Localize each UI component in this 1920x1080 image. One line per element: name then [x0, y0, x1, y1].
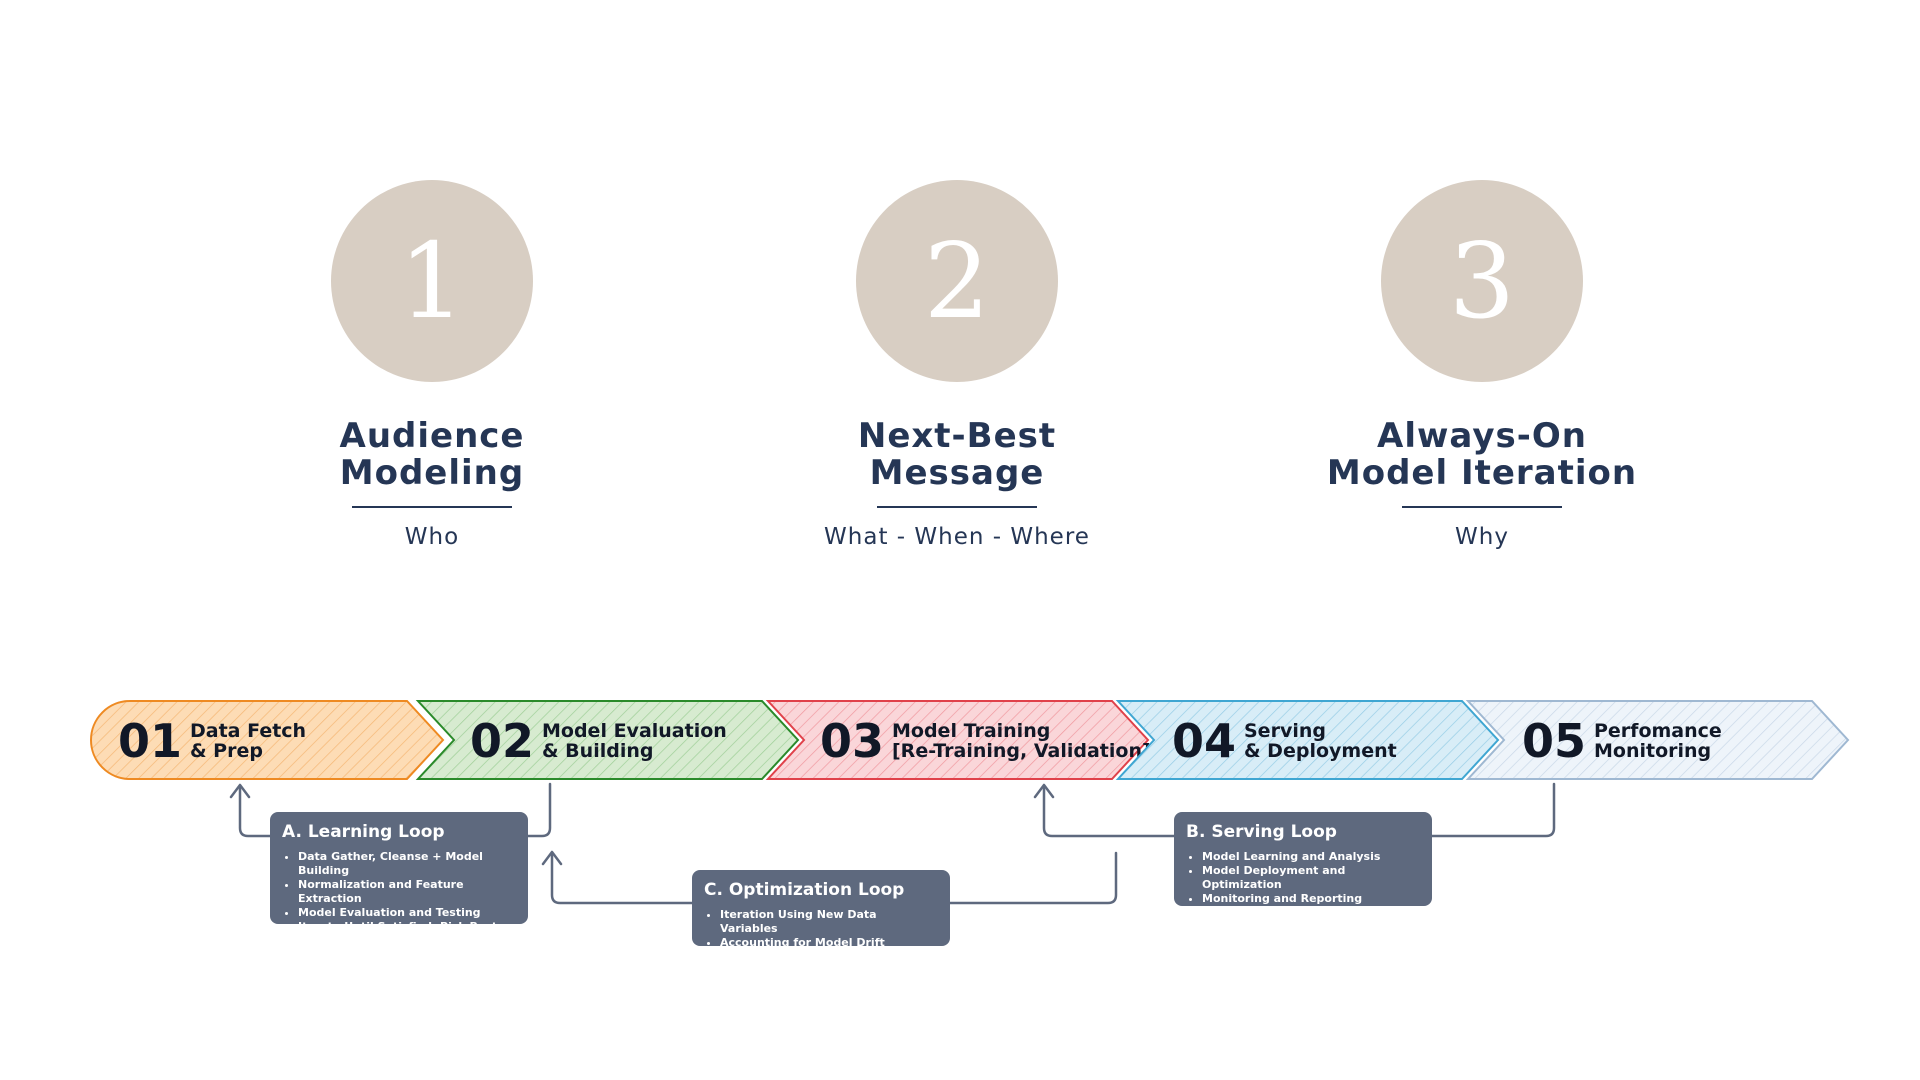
- step-label-line2: [Re-Training, Validation]: [892, 740, 1151, 762]
- arrowhead-icon: [229, 783, 251, 799]
- title-underline: [1402, 506, 1562, 508]
- pillar-title: Next-Best Message: [857, 416, 1057, 493]
- step-number: 04: [1172, 714, 1236, 768]
- step-label-line1: Model Training: [892, 720, 1050, 742]
- optimization-loop-connector-in: [948, 851, 1118, 905]
- step-number: 02: [470, 714, 534, 768]
- loop-title: C. Optimization Loop: [704, 880, 905, 900]
- step-label-line1: Data Fetch: [190, 720, 306, 742]
- pillar-always-on: 3 Always-On Model Iteration Why: [1222, 180, 1742, 550]
- number-circle: 3: [1381, 180, 1583, 382]
- number-circle: 1: [331, 180, 533, 382]
- loop-title: A. Learning Loop: [282, 822, 445, 842]
- title-underline: [877, 506, 1037, 508]
- step-label-line1: Model Evaluation: [542, 720, 727, 742]
- pillar-title: Audience Modeling: [339, 416, 525, 493]
- step-03-model-training: 03 Model Training [Re-Training, Validati…: [765, 700, 1151, 780]
- pillar-subtitle: Why: [1455, 524, 1509, 550]
- step-number: 03: [820, 714, 884, 768]
- arrowhead-icon: [541, 850, 563, 866]
- step-04-serving: 04 Serving & Deployment: [1115, 700, 1500, 780]
- learning-loop-connector-in: [526, 782, 552, 838]
- step-label-line2: Monitoring: [1594, 740, 1711, 762]
- loop-items: Model Learning and Analysis Model Deploy…: [1186, 850, 1420, 906]
- step-05-performance-monitoring: 05 Perfomance Monitoring: [1465, 700, 1850, 780]
- optimization-loop-box: C. Optimization Loop Iteration Using New…: [692, 870, 950, 949]
- step-number: 05: [1522, 714, 1586, 768]
- serving-loop-box: B. Serving Loop Model Learning and Analy…: [1174, 812, 1432, 906]
- step-label-line2: & Building: [542, 740, 653, 762]
- step-01-data-fetch: 01 Data Fetch & Prep: [90, 700, 445, 780]
- step-label-line1: Perfomance: [1594, 720, 1722, 742]
- step-02-model-evaluation: 02 Model Evaluation & Building: [415, 700, 800, 780]
- number-circle: 2: [856, 180, 1058, 382]
- step-label-line2: & Deployment: [1244, 740, 1397, 762]
- loop-title: B. Serving Loop: [1186, 822, 1337, 842]
- pillar-subtitle: Who: [404, 524, 460, 550]
- serving-loop-connector-out: [1042, 784, 1176, 838]
- pillar-audience-modeling: 1 Audience Modeling Who: [172, 180, 692, 550]
- loop-items: Iteration Using New Data Variables Accou…: [704, 908, 938, 950]
- arrowhead-icon: [1033, 783, 1055, 799]
- step-number: 01: [118, 714, 182, 768]
- learning-loop-box: A. Learning Loop Data Gather, Cleanse + …: [270, 812, 528, 947]
- serving-loop-connector-in: [1430, 782, 1556, 838]
- optimization-loop-connector-out: [550, 851, 694, 905]
- pillar-next-best-message: 2 Next-Best Message What - When - Where: [697, 180, 1217, 550]
- learning-loop-connector-out: [238, 784, 272, 838]
- pillar-title: Always-On Model Iteration: [1326, 416, 1638, 493]
- title-underline: [352, 506, 512, 508]
- step-label-line2: & Prep: [190, 740, 263, 762]
- pillar-subtitle: What - When - Where: [824, 524, 1090, 550]
- step-label-line1: Serving: [1244, 720, 1326, 742]
- loop-items: Data Gather, Cleanse + Model Building No…: [282, 850, 516, 948]
